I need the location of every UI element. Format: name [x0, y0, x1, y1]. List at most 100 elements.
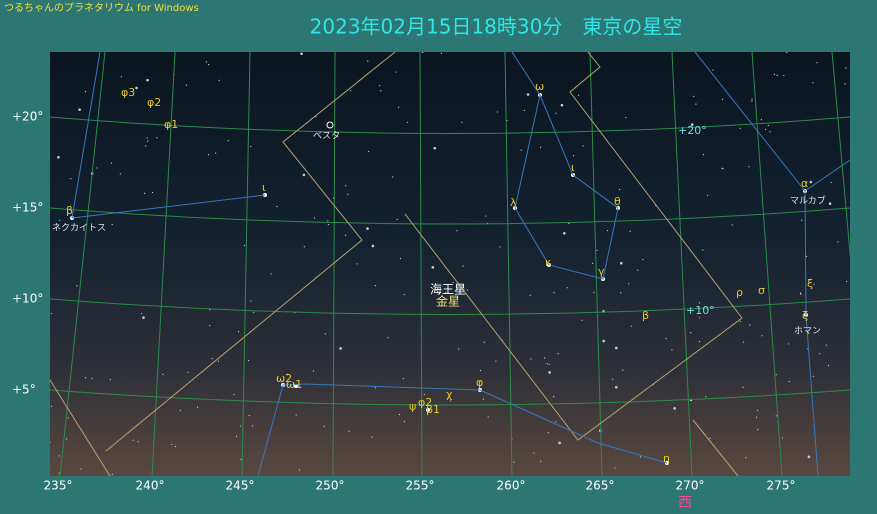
star	[70, 178, 72, 180]
star	[374, 284, 377, 287]
star	[485, 215, 487, 217]
star	[533, 452, 535, 454]
star	[227, 139, 229, 142]
star	[764, 128, 767, 130]
star-label: γ	[598, 265, 605, 278]
star	[298, 469, 300, 471]
star	[479, 369, 482, 372]
star	[244, 244, 246, 247]
star	[146, 137, 148, 139]
star	[775, 374, 777, 376]
star	[239, 425, 242, 427]
star	[447, 287, 449, 289]
star	[625, 116, 627, 119]
star	[303, 246, 305, 248]
star-label: ω1	[286, 378, 302, 391]
ra-label: 245°	[226, 479, 255, 493]
star	[783, 74, 785, 77]
star	[65, 438, 68, 440]
star-label: η	[663, 452, 670, 465]
star	[179, 409, 181, 412]
star	[50, 405, 52, 407]
star	[58, 455, 60, 457]
star	[313, 217, 316, 219]
star	[395, 71, 397, 73]
star	[240, 458, 242, 460]
star	[707, 194, 709, 196]
star	[844, 83, 846, 85]
star	[483, 341, 485, 343]
dec-label: +10°	[12, 292, 43, 306]
star	[247, 359, 250, 362]
star	[819, 353, 821, 355]
star	[119, 173, 121, 175]
star	[344, 234, 347, 236]
star-label: κ	[545, 256, 552, 269]
star	[403, 421, 406, 423]
star	[495, 360, 497, 362]
ra-line	[332, 52, 336, 476]
star	[109, 379, 111, 381]
star	[207, 154, 210, 156]
star	[593, 291, 595, 294]
star-label: λ	[510, 196, 517, 209]
star	[751, 98, 753, 100]
star	[380, 90, 382, 92]
star	[788, 381, 790, 383]
vesta-symbol	[326, 121, 334, 129]
star	[151, 191, 154, 194]
dec-label: +5°	[12, 383, 36, 397]
star	[812, 375, 815, 377]
star	[347, 193, 349, 195]
star	[366, 227, 369, 230]
star	[845, 67, 847, 69]
ra-line	[504, 52, 513, 476]
star	[211, 357, 213, 360]
star	[614, 467, 616, 469]
star-label: φ2	[418, 396, 432, 409]
sky	[50, 52, 850, 476]
star	[96, 167, 98, 169]
boundaries	[50, 52, 743, 476]
star	[462, 265, 464, 267]
star	[629, 230, 631, 232]
star	[614, 385, 618, 389]
star	[801, 219, 803, 221]
star	[530, 358, 532, 360]
star	[402, 378, 405, 380]
star-label: β1	[426, 403, 440, 416]
star-label: φ	[476, 376, 483, 389]
star	[742, 341, 745, 343]
star	[440, 52, 443, 54]
star	[630, 325, 632, 327]
star	[591, 262, 594, 264]
ra-label: 270°	[676, 479, 705, 493]
ra-line	[589, 52, 603, 476]
star	[276, 205, 278, 208]
grid	[50, 52, 850, 476]
star-label: θ	[614, 195, 621, 208]
star	[562, 231, 566, 235]
star	[50, 441, 51, 444]
star	[142, 316, 145, 319]
direction: 西	[678, 495, 692, 511]
star	[721, 98, 724, 100]
star	[807, 455, 811, 459]
name-label: ベスタ	[313, 131, 340, 142]
star-label: φ1	[164, 118, 178, 131]
star	[757, 429, 759, 431]
star	[529, 294, 531, 296]
name-label: ネクカイトス	[52, 223, 106, 234]
star	[628, 283, 630, 285]
star	[250, 145, 252, 148]
star	[233, 393, 235, 396]
star	[78, 108, 81, 111]
star	[499, 246, 501, 248]
star	[552, 396, 555, 398]
star	[185, 84, 188, 86]
star	[399, 257, 402, 260]
constellation-lines	[71, 52, 850, 476]
star	[59, 219, 61, 221]
star	[398, 413, 401, 416]
star-label: ι	[262, 181, 266, 194]
